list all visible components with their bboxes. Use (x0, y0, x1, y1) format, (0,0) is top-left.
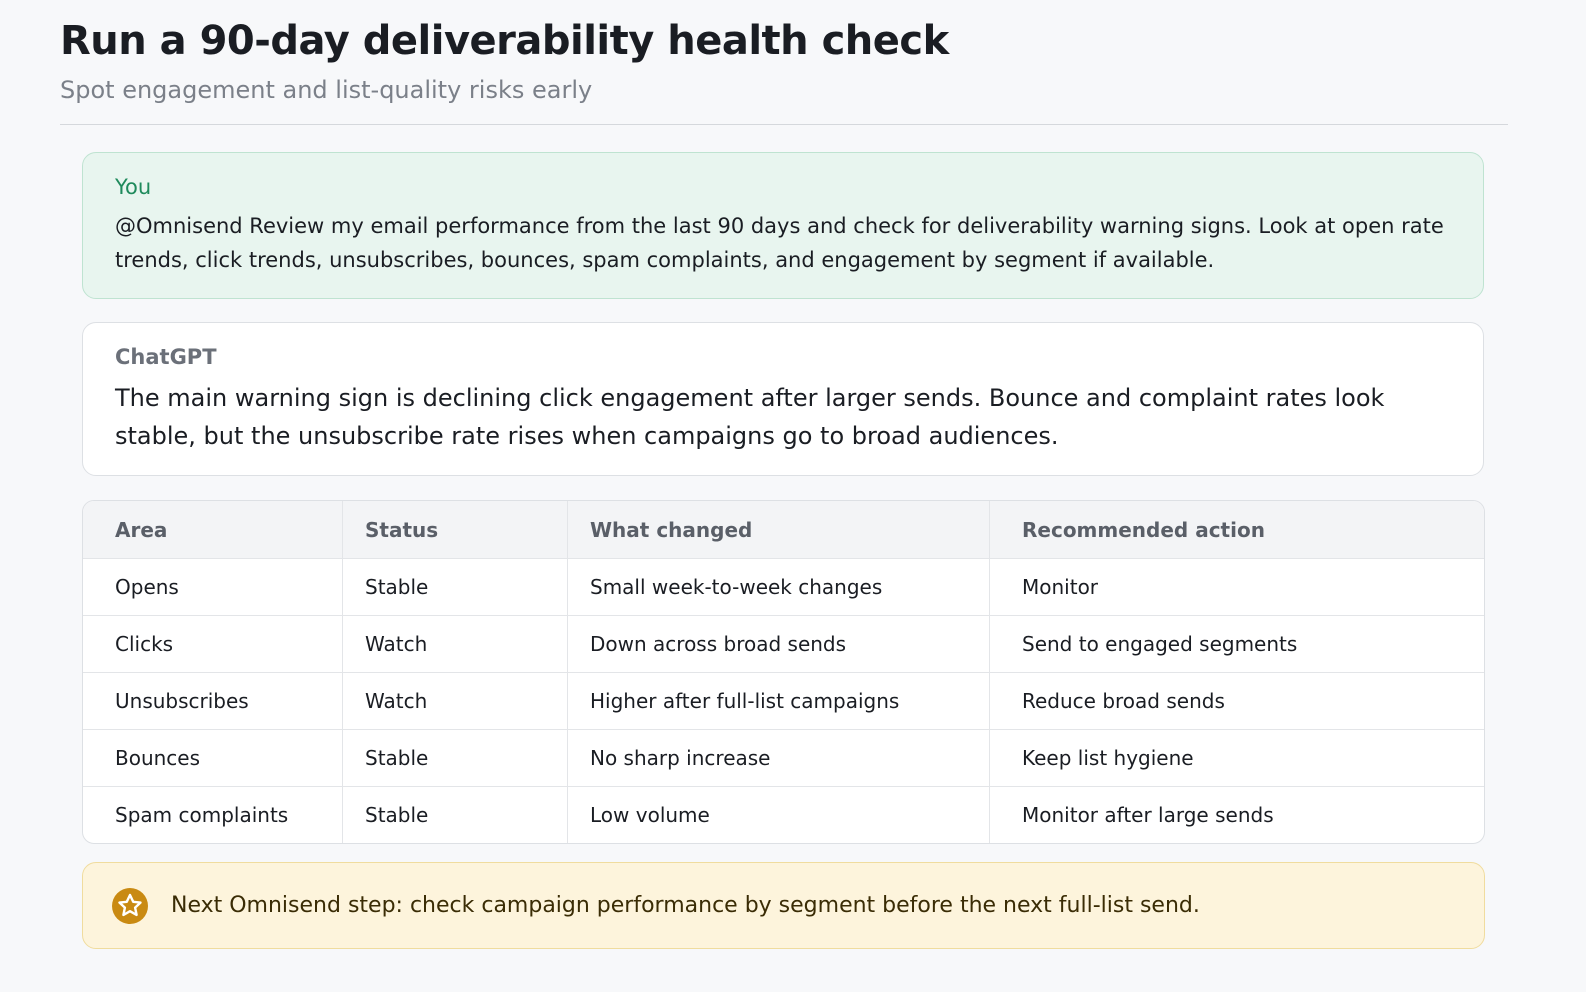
message-text: The main warning sign is declining click… (115, 384, 1385, 450)
column-header: Status (343, 501, 568, 559)
author: ChatGPT (115, 345, 217, 369)
next-step: Next Omnisend step: check campaign perfo… (82, 862, 1485, 949)
cell: Watch (343, 616, 568, 673)
divider (60, 124, 1508, 125)
table-row: Opens Stable Small week-to-week changes Mon… (83, 559, 1484, 616)
cell: Keep list hygiene (990, 730, 1484, 787)
star-icon (112, 887, 148, 924)
cell: Stable (343, 559, 568, 616)
cell: Bounces (83, 730, 343, 787)
cell: Watch (343, 673, 568, 730)
column-header: Area (83, 501, 343, 559)
header-row: Area Status What changed Recommended action (83, 501, 1484, 559)
cell: Opens (83, 559, 343, 616)
cell: Spam complaints (83, 787, 343, 843)
cell: Monitor after large sends (1022, 803, 1274, 827)
cell: Clicks (83, 616, 343, 673)
assistant-message: ChatGPT The main warning sign is declini… (82, 322, 1484, 476)
cell: No sharp increase (568, 730, 990, 787)
cell: Down across broad sends (568, 616, 990, 673)
cell: Stable (343, 730, 568, 787)
table-row: Spam complaints Stable Low volume Monitor a… (83, 787, 1484, 843)
message-text: @Omnisend Review my email performance fr… (115, 214, 1444, 272)
cell: Low volume (568, 787, 990, 843)
cell: Small week-to-week changes (568, 559, 990, 616)
cell: Higher after full-list campaigns (568, 673, 990, 730)
table-row: Clicks Watch Down across broad sends Send t… (83, 616, 1484, 673)
title: Run a 90-day deliverability health check (60, 18, 949, 64)
health-table: Area Status What changed Recommended action… (82, 500, 1485, 844)
column-header: What changed (568, 501, 990, 559)
cell: Reduce broad sends (990, 673, 1484, 730)
user-message: You @Omnisend Review my email performanc… (82, 152, 1484, 299)
cell: Stable (343, 787, 568, 843)
cell: Send to engaged segments (990, 616, 1484, 673)
cell: Unsubscribes (83, 673, 343, 730)
column-header: Recommended action (990, 501, 1484, 559)
next-step-text: Next Omnisend step: check campaign perfo… (171, 893, 1200, 918)
cell: Monitor (990, 559, 1484, 616)
subtitle: Spot engagement and list-quality risks e… (60, 76, 593, 104)
table-row: Bounces Stable No sharp increase Keep list … (83, 730, 1484, 787)
table-row: Unsubscribes Watch Higher after full-list … (83, 673, 1484, 730)
author: You (115, 175, 152, 199)
